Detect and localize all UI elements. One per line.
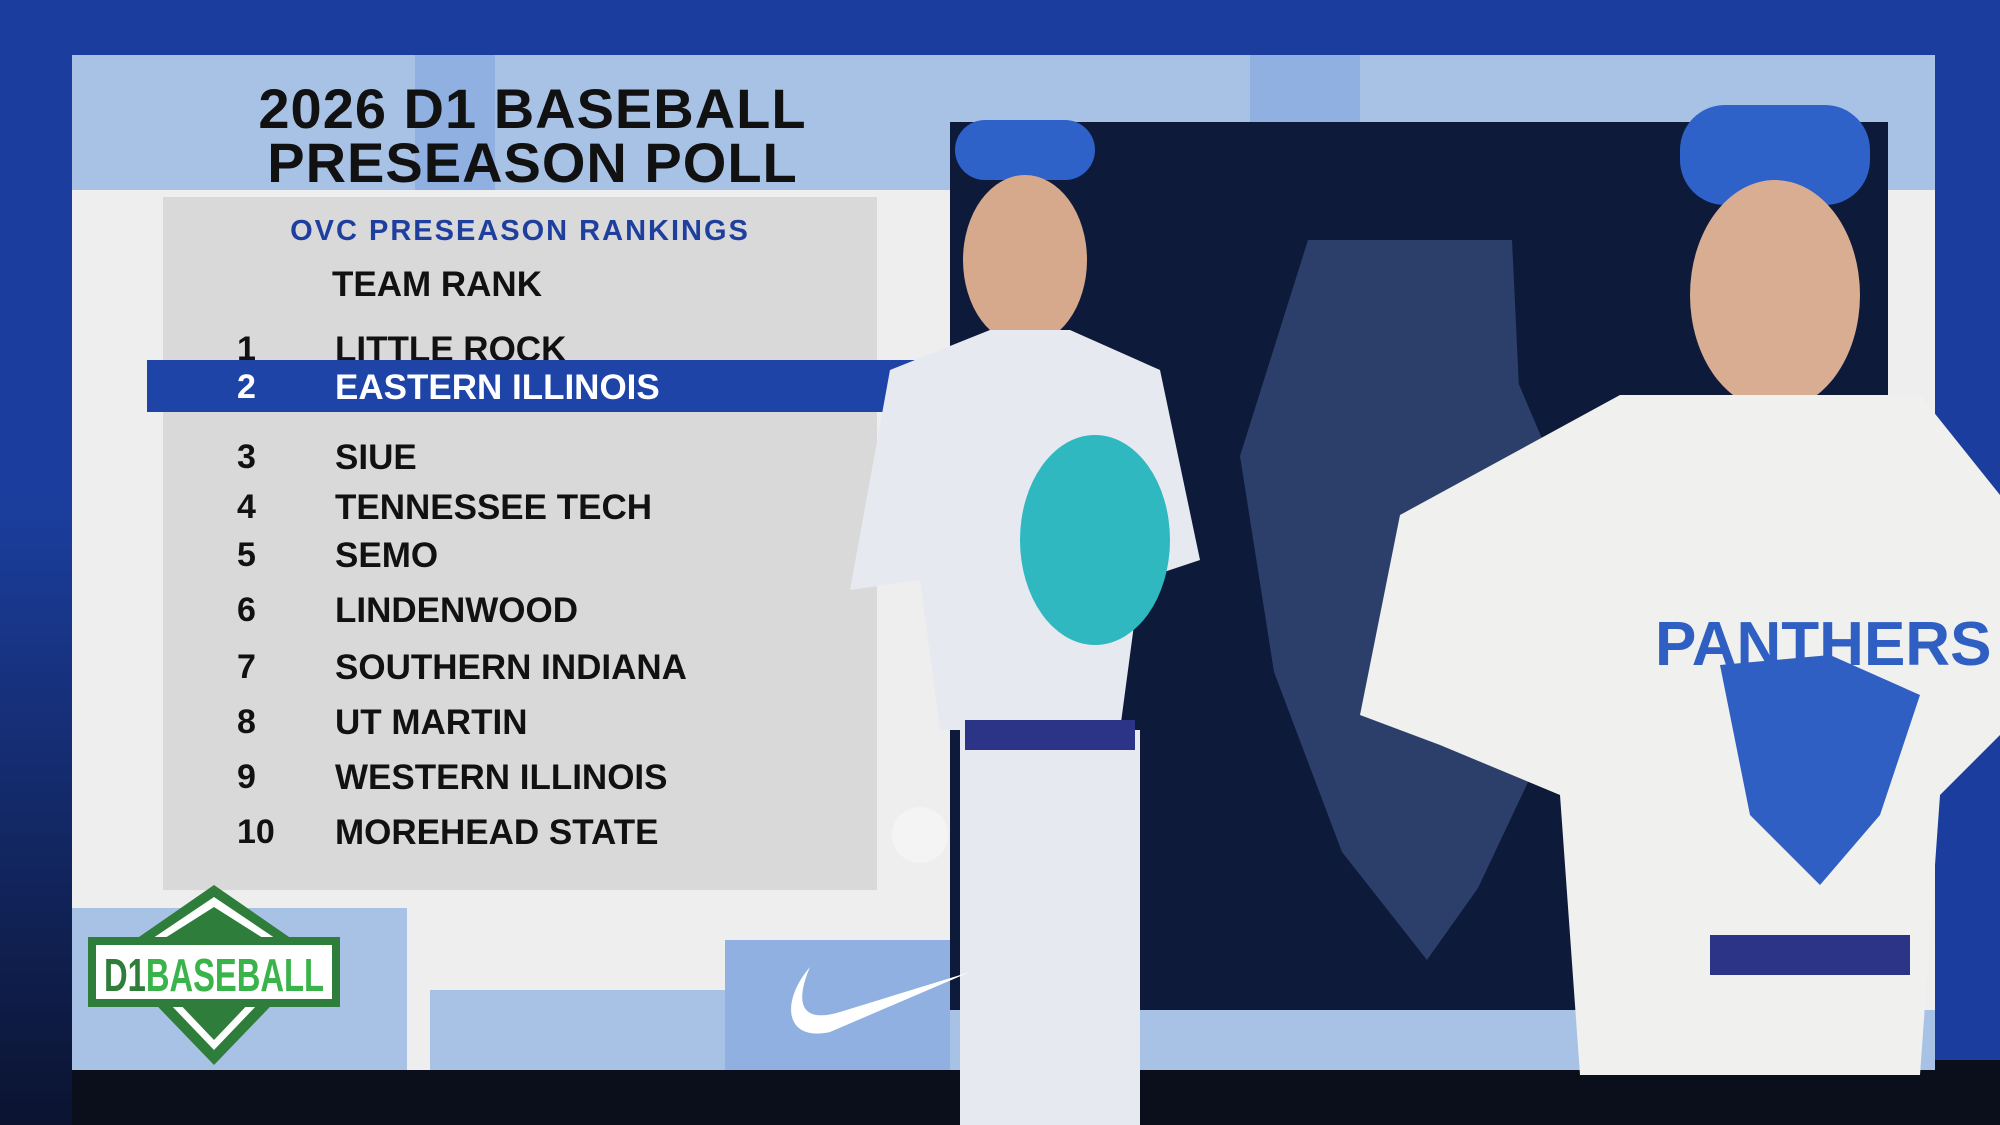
page-title: 2026 D1 BASEBALL PRESEASON POLL (180, 77, 885, 194)
team-name: SEMO (335, 536, 439, 575)
decor-block (430, 990, 730, 1070)
team-name: EASTERN ILLINOIS (335, 368, 660, 407)
decor-block (415, 55, 495, 190)
team-name: LINDENWOOD (335, 591, 579, 630)
ranking-row: 3 SIUE (147, 430, 950, 482)
rank-number: 4 (237, 488, 256, 526)
team-name: UT MARTIN (335, 703, 528, 742)
ranking-row: 2 EASTERN ILLINOIS (147, 360, 950, 412)
decor-block (725, 940, 955, 1070)
rankings-subtitle: OVC PRESEASON RANKINGS (290, 215, 750, 247)
team-name: SOUTHERN INDIANA (335, 648, 687, 687)
ranking-row: 5 SEMO (147, 528, 950, 580)
title-line-2: PRESEASON POLL (267, 131, 798, 194)
team-name: TENNESSEE TECH (335, 488, 652, 527)
rank-number: 9 (237, 758, 256, 796)
rank-number: 10 (237, 813, 275, 851)
rank-number: 5 (237, 536, 256, 574)
rank-number: 1 (237, 330, 256, 368)
rank-number: 3 (237, 438, 256, 476)
decor-block (1250, 55, 1360, 125)
ranking-row: 6 LINDENWOOD (147, 583, 950, 635)
column-header: TEAM RANK (332, 265, 542, 304)
rank-number: 6 (237, 591, 256, 629)
rank-number: 8 (237, 703, 256, 741)
ranking-row: 7 SOUTHERN INDIANA (147, 640, 950, 692)
player-left-image (850, 120, 1200, 1125)
ranking-row: 9 WESTERN ILLINOIS (147, 750, 950, 802)
ranking-row: 10 MOREHEAD STATE (147, 805, 950, 857)
ranking-row: 4 TENNESSEE TECH (147, 480, 950, 532)
player-right-image: PANTHERS (1360, 105, 2000, 1075)
rankings-table (163, 197, 877, 890)
nike-swoosh-icon (791, 967, 970, 1034)
team-name: SIUE (335, 438, 417, 477)
team-name: MOREHEAD STATE (335, 813, 659, 852)
ranking-row: 8 UT MARTIN (147, 695, 950, 747)
rank-number: 2 (237, 368, 256, 406)
rank-number: 7 (237, 648, 256, 686)
background-left (0, 500, 72, 1125)
title-line-1: 2026 D1 BASEBALL (258, 77, 807, 140)
team-name: WESTERN ILLINOIS (335, 758, 668, 797)
